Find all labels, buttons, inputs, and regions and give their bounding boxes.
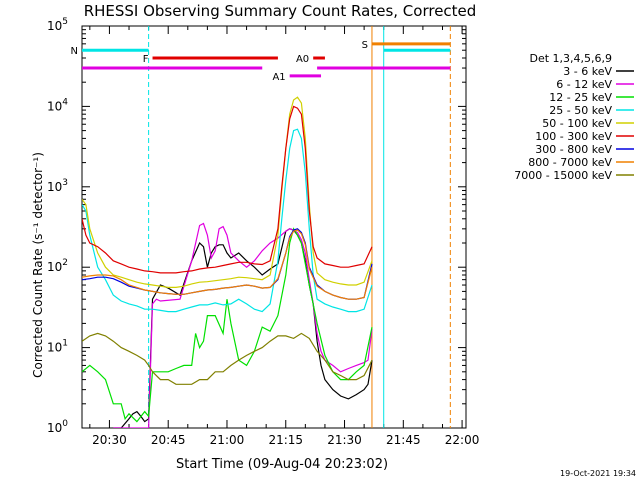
y-tick-label: 102 bbox=[47, 258, 68, 274]
plot-series-group bbox=[82, 26, 451, 428]
legend-entry-label: 3 - 6 keV bbox=[563, 65, 612, 78]
legend-entry-label: 25 - 50 keV bbox=[549, 104, 612, 117]
plot-area: 100 101 102 103 104 105 20:30 20:45 21:00 21:15 21… bbox=[47, 17, 479, 447]
plot-frame bbox=[81, 25, 467, 429]
y-tick-label: 101 bbox=[47, 339, 68, 355]
y-tick-label: 103 bbox=[47, 178, 68, 194]
legend-entry-label: 7000 - 15000 keV bbox=[514, 169, 612, 182]
legend-entry-label: 800 - 7000 keV bbox=[528, 156, 612, 169]
y-tick-label: 100 bbox=[47, 419, 68, 435]
series-line bbox=[82, 229, 373, 300]
flag-label: F bbox=[143, 54, 149, 65]
x-tick-label: 21:15 bbox=[268, 433, 303, 447]
y-tick-label: 104 bbox=[47, 97, 68, 113]
flag-label: A0 bbox=[296, 54, 309, 65]
flag-label: N bbox=[71, 46, 78, 57]
y-axis-label: Corrected Count Rate (s⁻¹ detector⁻¹) bbox=[31, 152, 45, 378]
series-line bbox=[82, 105, 373, 274]
series-line bbox=[82, 128, 373, 313]
legend-entry-label: 12 - 25 keV bbox=[549, 91, 612, 104]
series-line bbox=[82, 227, 373, 423]
x-tick-label: 20:45 bbox=[151, 433, 186, 447]
x-tick-label: 21:00 bbox=[210, 433, 245, 447]
chart-title: RHESSI Observing Summary Count Rates, Co… bbox=[84, 2, 477, 20]
legend-entry-label: 300 - 800 keV bbox=[535, 143, 612, 156]
flag-label: A1 bbox=[272, 72, 285, 83]
legend-title: Det 1,3,4,5,6,9 bbox=[529, 52, 612, 65]
x-axis-label: Start Time (09-Aug-04 20:23:02) bbox=[176, 457, 388, 472]
legend-entry-label: 6 - 12 keV bbox=[556, 78, 612, 91]
legend-entry-label: 100 - 300 keV bbox=[535, 130, 612, 143]
y-tick-label: 105 bbox=[47, 17, 68, 33]
series-line bbox=[82, 96, 373, 288]
legend-entry-label: 50 - 100 keV bbox=[542, 117, 612, 130]
x-tick-label: 20:30 bbox=[92, 433, 127, 447]
y-axis-label-main: Corrected Count Rate (s⁻¹ detector⁻¹) bbox=[31, 152, 45, 378]
x-tick-label: 22:00 bbox=[445, 433, 480, 447]
flag-label: S bbox=[362, 40, 368, 51]
x-tick-label: 21:30 bbox=[327, 433, 362, 447]
series-line bbox=[82, 332, 373, 385]
x-tick-label: 21:45 bbox=[386, 433, 421, 447]
footer-date: 19-Oct-2021 19:34 bbox=[560, 469, 636, 478]
